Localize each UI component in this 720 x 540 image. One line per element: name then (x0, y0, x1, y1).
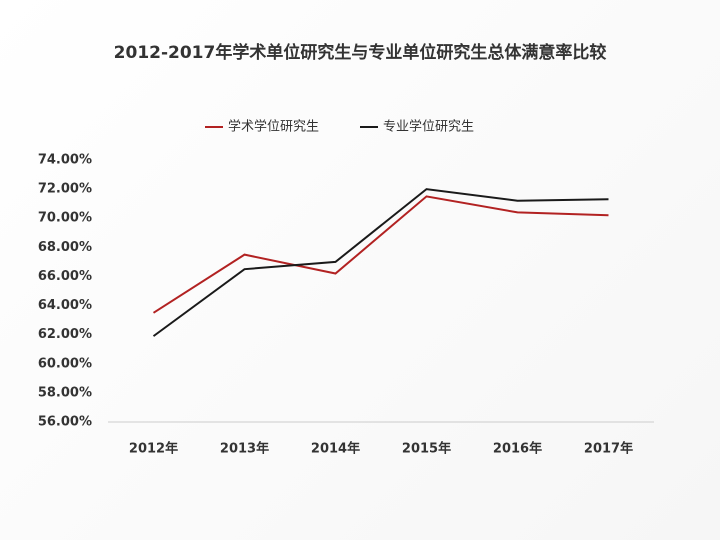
y-tick-label: 74.00% (38, 153, 92, 168)
series-line (152, 188, 609, 337)
y-tick-label: 56.00% (38, 415, 92, 430)
x-tick-label: 2015年 (402, 441, 451, 457)
series-line (152, 195, 609, 314)
y-tick-label: 66.00% (38, 269, 92, 284)
x-tick-label: 2014年 (311, 441, 360, 457)
x-tick-label: 2013年 (220, 441, 269, 457)
y-tick-label: 70.00% (38, 211, 92, 226)
x-tick-label: 2017年 (584, 441, 633, 457)
legend-label: 学术学位研究生 (228, 119, 319, 135)
chart-title: 2012-2017年学术单位研究生与专业单位研究生总体满意率比较 (113, 43, 607, 63)
y-tick-label: 60.00% (38, 356, 92, 371)
y-tick-label: 68.00% (38, 240, 92, 255)
y-tick-label: 64.00% (38, 298, 92, 313)
x-tick-label: 2016年 (493, 441, 542, 457)
x-tick-label: 2012年 (129, 441, 178, 457)
y-tick-label: 58.00% (38, 385, 92, 400)
legend-label: 专业学位研究生 (383, 119, 474, 135)
y-tick-label: 72.00% (38, 182, 92, 197)
y-tick-label: 62.00% (38, 327, 92, 342)
